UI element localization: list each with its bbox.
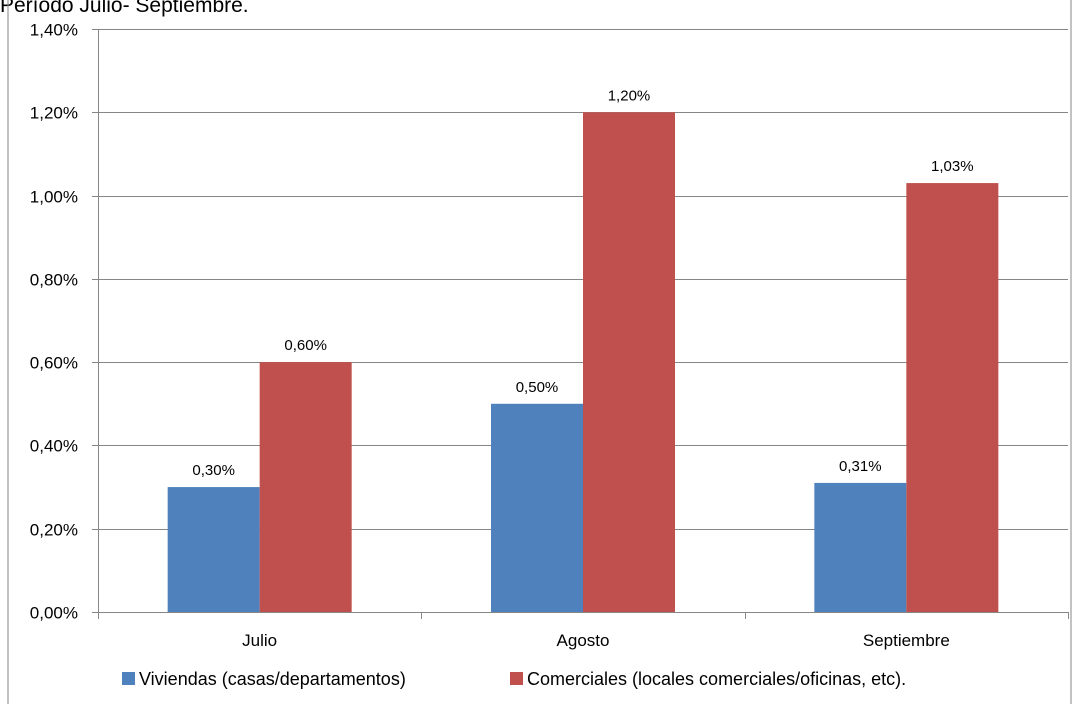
axes: 0,00% 0,20% 0,40% 0,60% 0,80% 1,00% 1,20% 1,40%… (7, 0, 1072, 704)
data-label: 0,60% (284, 337, 327, 354)
data-label: 1,20% (608, 87, 651, 104)
y-tick-label: 0,20% (30, 521, 78, 540)
bar-septiembre-series-1 (814, 482, 907, 612)
data-label: 0,50% (516, 379, 559, 396)
bar-agosto-series-2 (583, 112, 675, 613)
y-tick-label: 1,20% (30, 104, 78, 123)
y-tick-label: 0,60% (30, 354, 78, 373)
legend: Viviendas (casas/departamentos) Comercial… (122, 669, 906, 689)
bars (167, 112, 999, 613)
y-tick-label: 0,80% (30, 271, 78, 290)
bar-septiembre-series-2 (906, 183, 999, 613)
legend-swatch-series-2 (510, 672, 523, 685)
x-tick-label: Julio (242, 631, 277, 650)
data-label: 1,03% (931, 158, 974, 175)
bar-agosto-series-1 (491, 403, 583, 612)
y-tick-label: 1,40% (30, 21, 78, 40)
x-tick-label: Agosto (557, 631, 610, 650)
bar-julio-series-1 (167, 487, 260, 612)
chart-title: Período Julio- Septiembre. (0, 0, 249, 17)
y-tick-label: 0,40% (30, 437, 78, 456)
bar-julio-series-2 (259, 362, 352, 612)
y-tick-label: 1,00% (30, 188, 78, 207)
legend-label-series-2: Comerciales (locales comerciales/oficina… (527, 669, 906, 689)
y-tick-label: 0,00% (30, 604, 78, 623)
data-label: 0,30% (192, 462, 235, 479)
legend-label-series-1: Viviendas (casas/departamentos) (139, 669, 406, 689)
x-tick-label: Septiembre (863, 631, 950, 650)
legend-swatch-series-1 (122, 672, 135, 685)
data-labels: 0,30% 0,60% 0,50% 1,20% 0,31% 1,03% (192, 87, 973, 479)
data-label: 0,31% (839, 458, 882, 475)
